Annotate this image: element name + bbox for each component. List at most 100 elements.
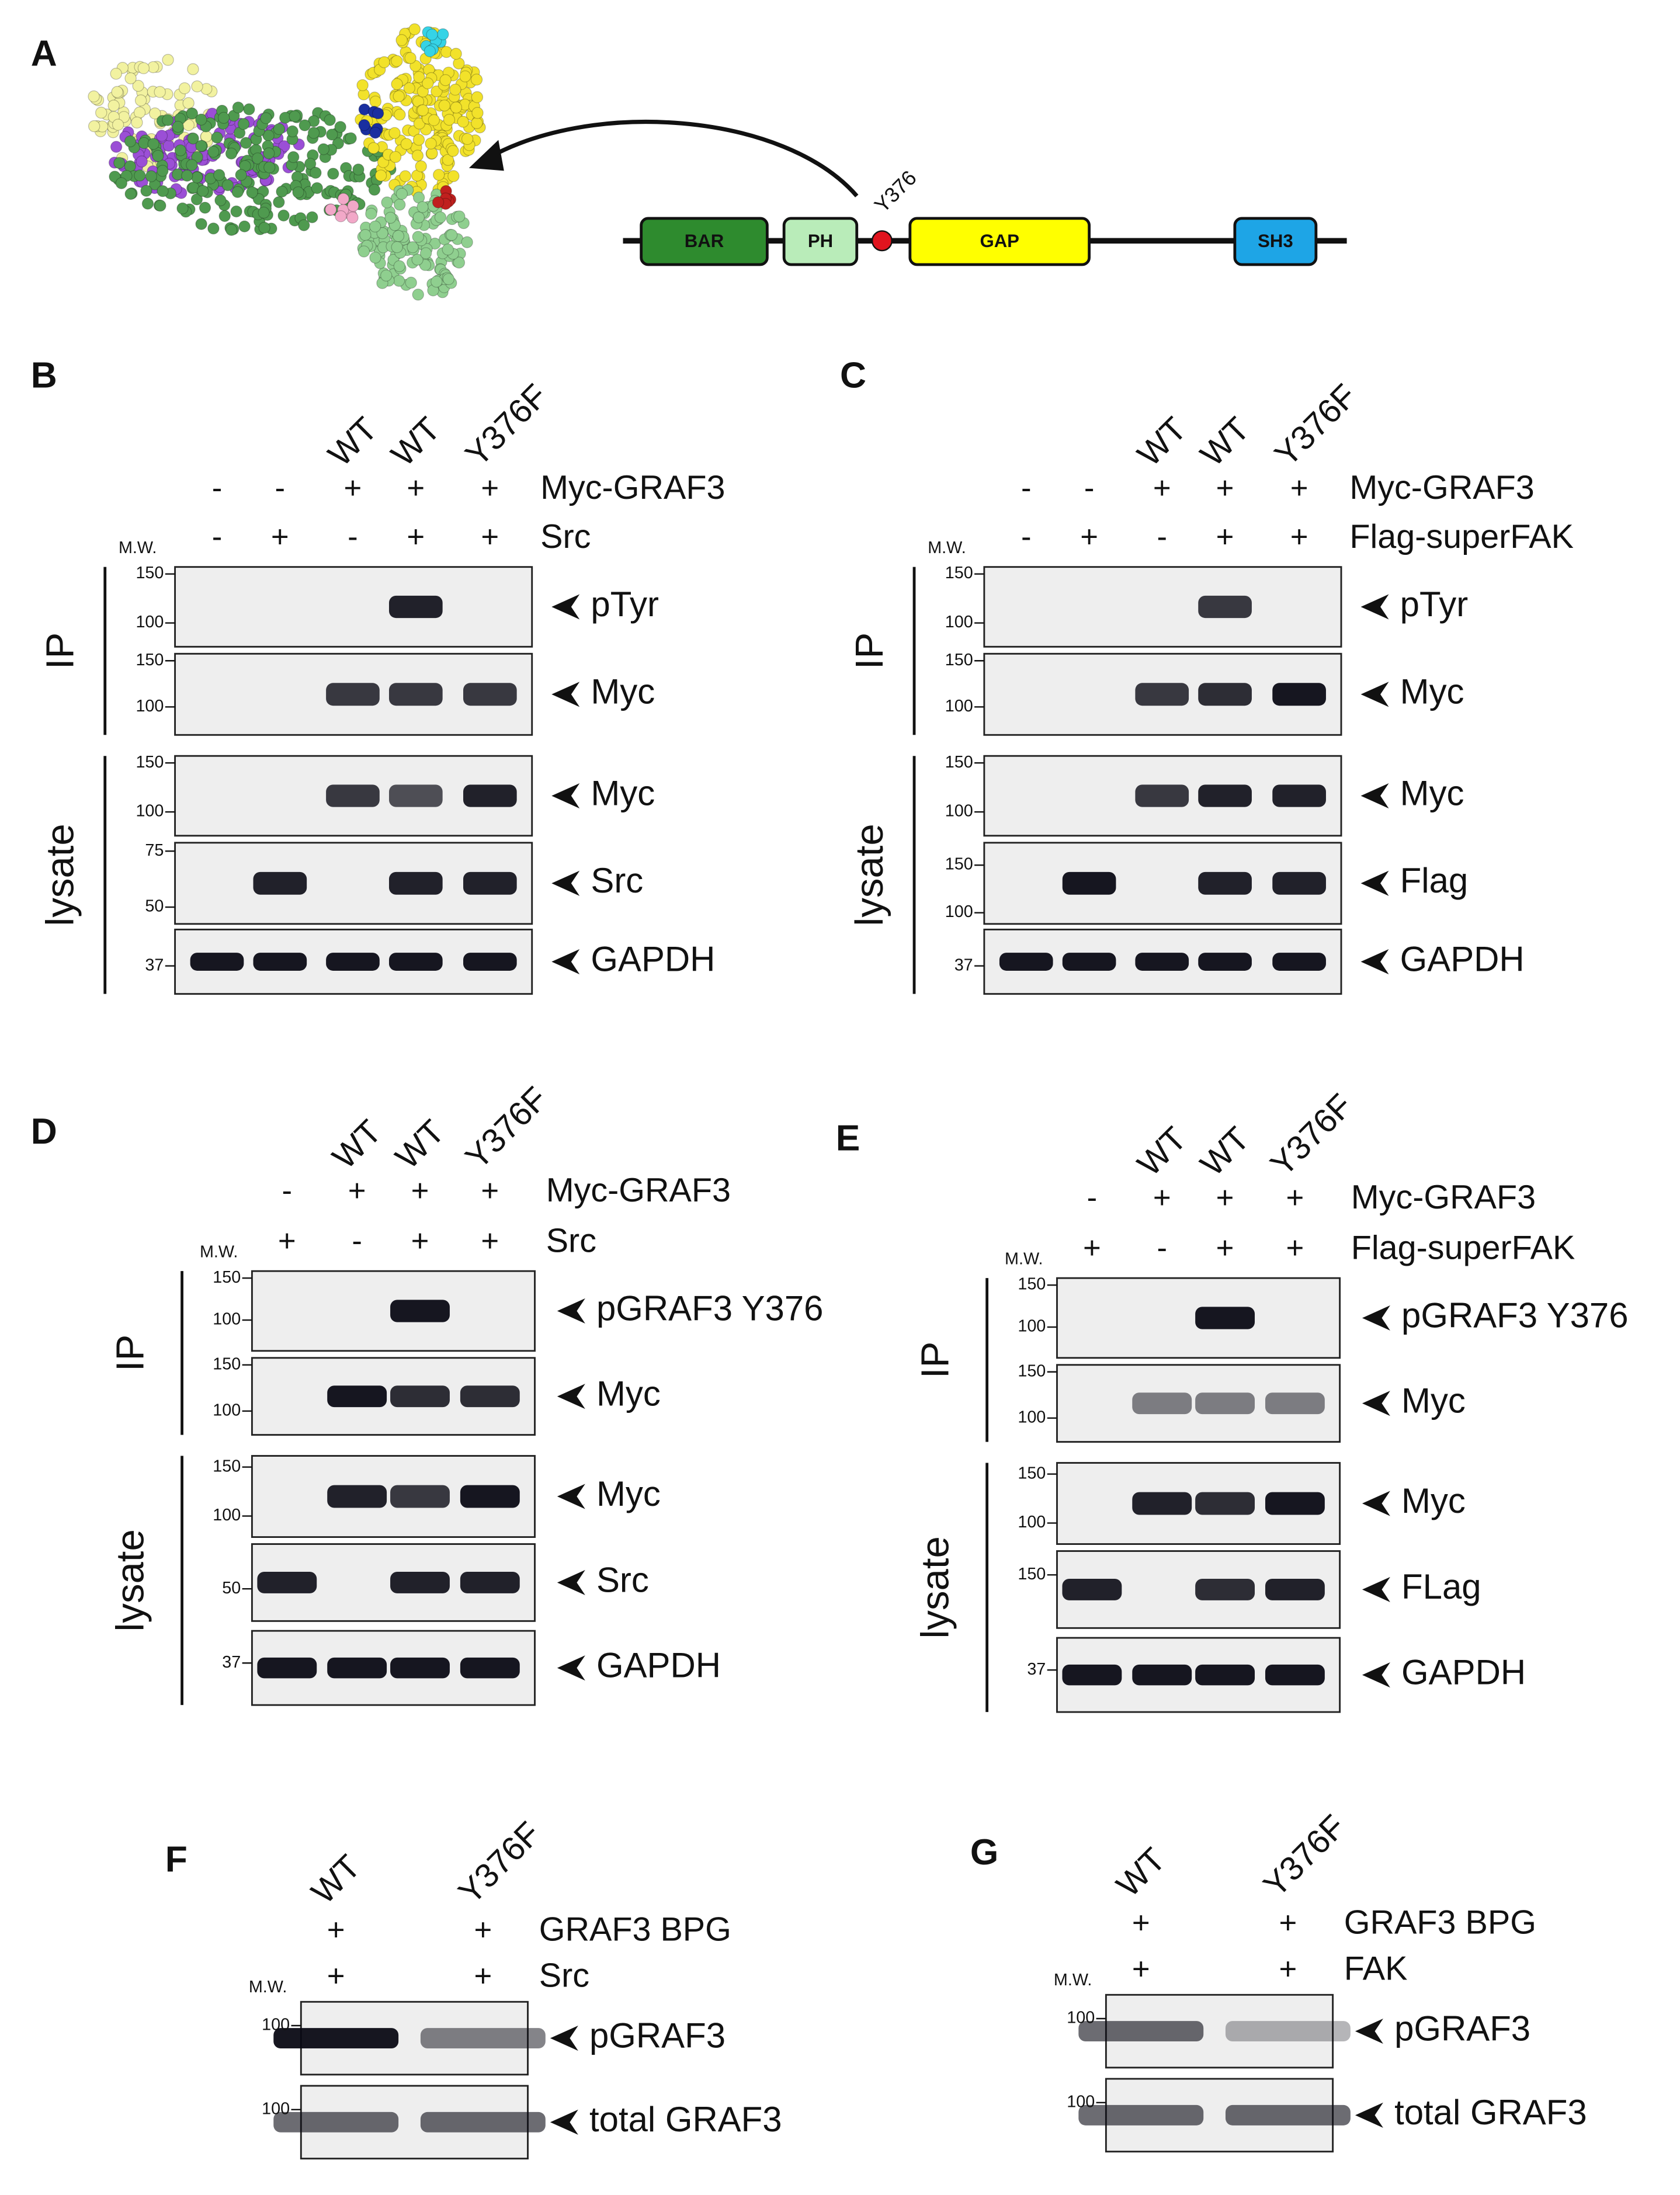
atom (239, 137, 252, 149)
atom (471, 91, 484, 103)
atom (88, 120, 100, 133)
atom (326, 128, 338, 141)
atom (278, 140, 290, 152)
treatment-sign: - (212, 520, 223, 554)
treatment-sign: + (1216, 1180, 1234, 1215)
treatment-sign: + (1216, 471, 1234, 505)
atom (260, 112, 272, 124)
lane-label: WT (1193, 1120, 1256, 1183)
atom (327, 168, 339, 180)
atom (195, 218, 207, 230)
atom (407, 241, 419, 253)
atom (389, 151, 402, 163)
band (257, 1657, 317, 1679)
treatment-sign: - (1021, 520, 1032, 554)
mw-label: 100 (945, 697, 973, 716)
atom (442, 273, 455, 286)
mw-title: M.W. (928, 539, 966, 557)
atom (196, 185, 209, 197)
lane-label: Y376F (1256, 1808, 1353, 1904)
treatment-sign: - (1157, 520, 1167, 554)
treatment-sign: - (282, 1173, 293, 1208)
band-label: Src (596, 1560, 649, 1599)
atom (238, 220, 251, 232)
band-label: Flag (1400, 861, 1469, 900)
mw-label: 150 (213, 1457, 241, 1475)
band (190, 953, 244, 971)
atom (162, 54, 174, 66)
atom (471, 117, 483, 129)
atom (137, 62, 150, 74)
band-arrow (1360, 594, 1389, 620)
atom (246, 186, 258, 199)
atom (115, 177, 128, 189)
group-label: IP (848, 633, 891, 669)
atom (178, 82, 191, 95)
treatment-sign: + (1216, 520, 1234, 554)
band-arrow (1362, 1576, 1390, 1602)
band-arrow (551, 949, 580, 975)
band-arrow (557, 1484, 585, 1509)
band (420, 2028, 546, 2049)
atom (394, 199, 406, 211)
domain-label: PH (808, 231, 833, 251)
atom (145, 170, 158, 182)
atom (380, 269, 393, 282)
atom (413, 71, 425, 84)
mw-label: 150 (945, 564, 973, 582)
band-label: Src (591, 861, 643, 900)
atom (134, 94, 147, 107)
atom (345, 132, 357, 144)
atom (450, 101, 463, 114)
band-arrow (1360, 682, 1389, 707)
atom (369, 220, 381, 232)
mw-label: 50 (222, 1579, 241, 1597)
mw-label: 150 (136, 564, 164, 582)
band-label: pGRAF3 Y376 (596, 1288, 824, 1328)
atom (369, 127, 381, 139)
band (327, 1485, 387, 1508)
mw-label: 100 (1067, 2092, 1095, 2111)
band (1198, 683, 1252, 706)
atom (433, 169, 445, 181)
band (1265, 1578, 1325, 1600)
atom (411, 253, 424, 266)
group-label: IP (108, 1335, 152, 1371)
atom (131, 116, 143, 128)
atom (393, 275, 405, 287)
mw-label: 100 (136, 613, 164, 631)
treatment-sign: + (327, 1912, 345, 1947)
atom (110, 141, 123, 153)
band (1132, 1664, 1192, 1686)
mw-label: 100 (262, 2099, 290, 2118)
band-arrow (1355, 2019, 1383, 2044)
band (327, 1657, 387, 1679)
band (463, 784, 517, 807)
band-arrow (1362, 1491, 1390, 1516)
band-arrow (550, 2109, 578, 2135)
atom (176, 202, 189, 215)
atom (412, 289, 424, 301)
atom (162, 114, 174, 126)
panel-letter: C (840, 356, 866, 396)
atom (311, 182, 323, 195)
domain-box (908, 217, 1091, 266)
atom (437, 28, 449, 40)
band (326, 953, 380, 971)
panel-letter: A (31, 33, 57, 74)
mw-title: M.W. (200, 1243, 238, 1262)
atom (394, 109, 406, 121)
atom (251, 152, 264, 165)
band (1265, 1392, 1325, 1415)
band-arrow (551, 870, 580, 896)
atom (154, 86, 166, 98)
band-label: total GRAF3 (1394, 2093, 1587, 2132)
atom (263, 161, 276, 173)
atom (415, 160, 427, 172)
band (1225, 2104, 1351, 2125)
atom (369, 95, 382, 108)
treatment-sign: + (278, 1224, 296, 1258)
atom (273, 123, 286, 136)
atom (391, 241, 403, 253)
